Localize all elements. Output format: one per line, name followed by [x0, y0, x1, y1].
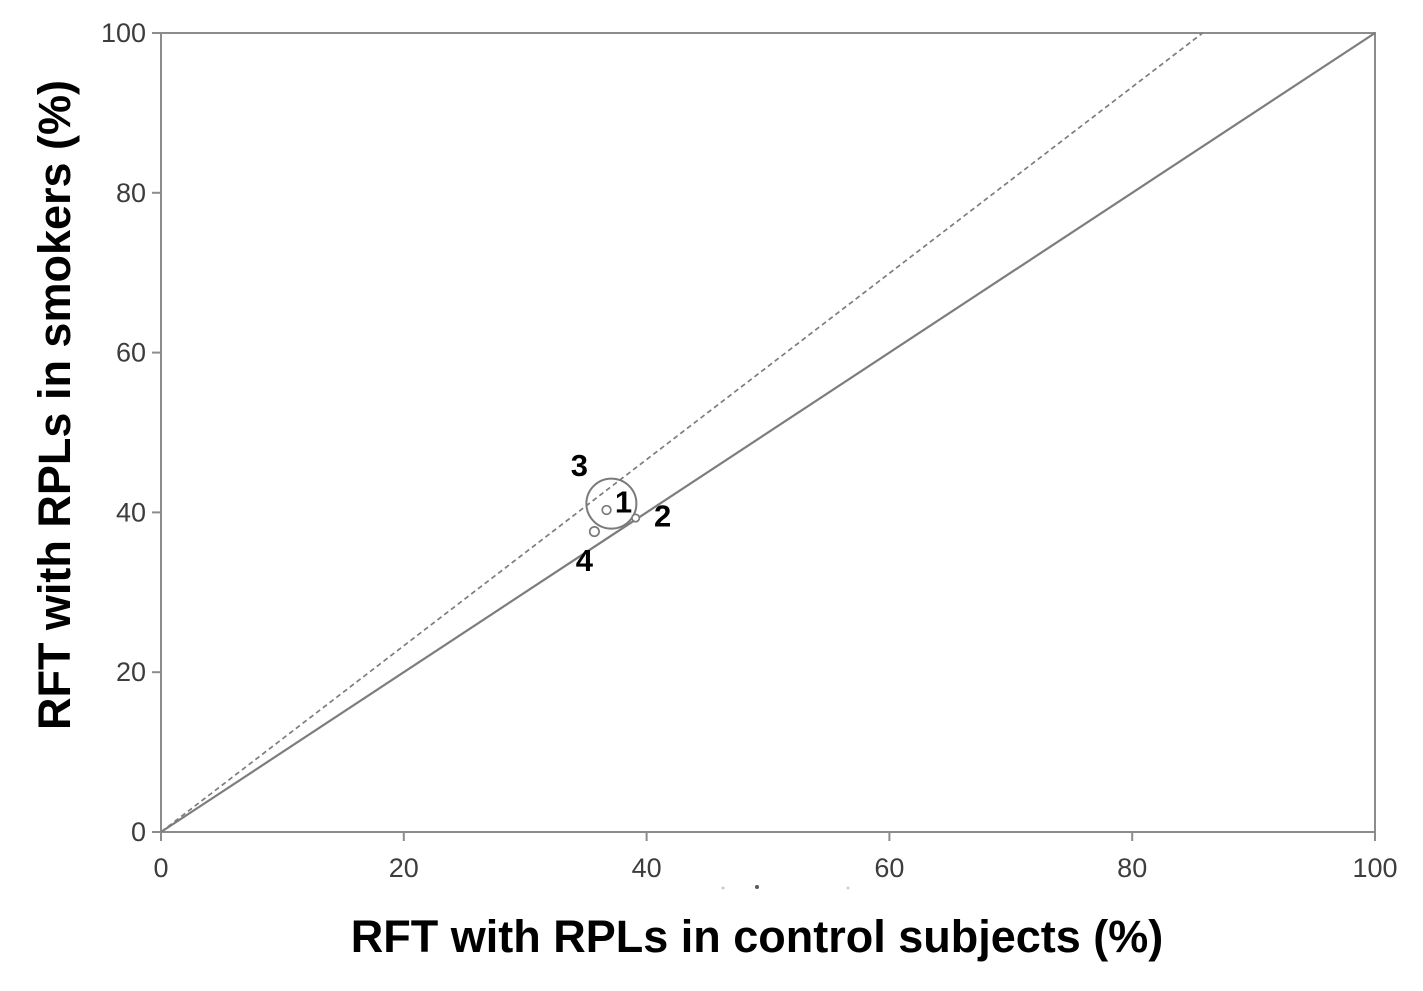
plot-border	[160, 32, 1376, 833]
data-point-4	[588, 526, 600, 538]
point-label-3: 3	[571, 448, 588, 483]
y-tick-label: 60	[116, 338, 146, 368]
artifact-dot-3	[846, 886, 850, 890]
artifact-dot-2	[755, 885, 759, 889]
point-label-2: 2	[654, 498, 671, 533]
x-tick-label: 80	[1117, 853, 1147, 883]
data-point-3	[585, 477, 638, 530]
y-axis-title: RFT with RPLs in smokers (%)	[29, 80, 80, 730]
point-label-4: 4	[576, 543, 594, 578]
steeper-dashed-line	[160, 32, 1204, 833]
artifact-dot-1	[721, 886, 725, 890]
y-tick-label: 20	[116, 657, 146, 687]
plot-area: 0 20 40 60 80 100 0 20 40 60 80 100 1 2 3 4	[101, 18, 1398, 890]
x-tick-label: 0	[153, 853, 168, 883]
y-tick-label: 0	[131, 817, 146, 847]
data-point-2	[631, 513, 641, 523]
point-label-1: 1	[615, 485, 632, 520]
x-tick-label: 100	[1352, 853, 1397, 883]
identity-line	[160, 32, 1376, 833]
x-tick-label: 20	[389, 853, 419, 883]
y-tick-label: 40	[116, 497, 146, 527]
data-point-1	[601, 504, 612, 516]
x-axis-title: RFT with RPLs in control subjects (%)	[351, 911, 1164, 962]
y-tick-label: 100	[101, 18, 146, 48]
y-tick-label: 80	[116, 178, 146, 208]
x-tick-label: 60	[874, 853, 904, 883]
x-tick-label: 40	[632, 853, 662, 883]
